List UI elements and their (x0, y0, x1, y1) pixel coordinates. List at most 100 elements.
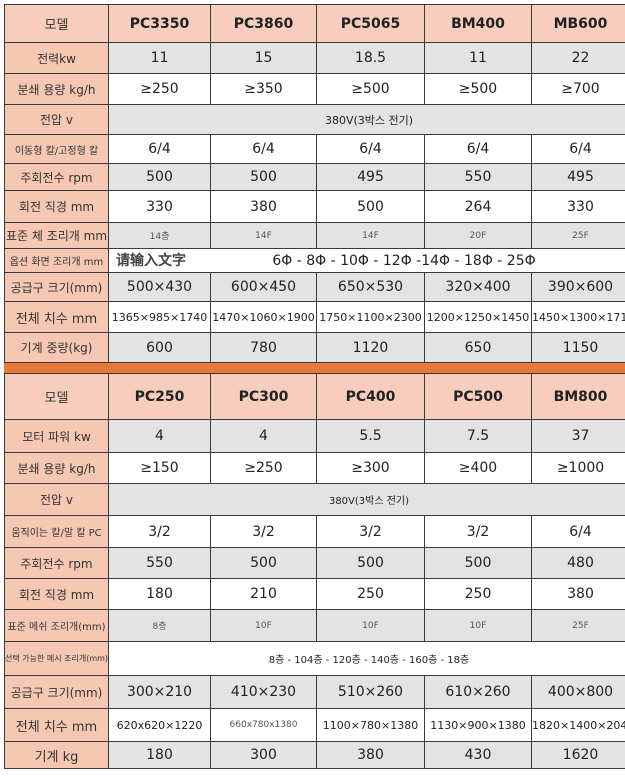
model-name: BM400 (424, 4, 532, 43)
value-cell: 14층 (108, 222, 211, 249)
table-row: 주회전수 rpm 500 500 495 550 495 (4, 163, 625, 191)
value-cell: 180 (108, 741, 211, 769)
value-cell: 22 (531, 42, 625, 74)
table-row: 회전 직경 mm 180 210 250 250 380 (4, 578, 625, 610)
table-row: 회전 직경 mm 330 380 500 264 330 (4, 190, 625, 223)
table-row: 공급구 크기(mm) 500×430 600×450 650×530 320×400 39… (4, 272, 625, 302)
value-cell: 620x620×1220 (108, 708, 211, 742)
value-cell: 4 (210, 419, 317, 453)
value-cell: ≥500 (424, 73, 532, 105)
model-name: PC300 (210, 373, 317, 420)
value-cell: 495 (316, 163, 425, 191)
value-cell: 4 (108, 419, 211, 453)
value-cell: 11 (424, 42, 532, 74)
value-cell: 250 (316, 578, 425, 610)
value-cell: 25F (531, 609, 625, 642)
value-cell: 6/4 (531, 134, 625, 164)
row-label: 전압 v (4, 483, 109, 516)
value-cell: ≥250 (108, 73, 211, 105)
model-name: PC500 (424, 373, 532, 420)
value-cell: 20F (424, 222, 532, 249)
value-cell: 3/2 (316, 515, 425, 548)
header-label: 모델 (4, 4, 109, 43)
value-cell: 14F (210, 222, 317, 249)
row-label: 전체 치수 mm (4, 301, 109, 333)
value-cell: 380 (531, 578, 625, 610)
value-cell: 660x780x1380 (210, 708, 317, 742)
value-cell: 390×600 (531, 272, 625, 302)
model-name: BM800 (531, 373, 625, 420)
value-cell: 8층 (108, 609, 211, 642)
value-cell: 495 (531, 163, 625, 191)
value-cell: 264 (424, 190, 532, 223)
value-cell: 430 (424, 741, 532, 769)
table-row: 기계 kg 180 300 380 430 1620 (4, 741, 625, 769)
value-cell: 380 (316, 741, 425, 769)
merged-cell: 6Φ - 8Φ - 10Φ - 12Φ -14Φ - 18Φ - 25Φ (108, 248, 625, 273)
table-row: 전압 v 380V(3박스 전기) (4, 104, 625, 135)
header-row: 모델 PC3350 PC3860 PC5065 BM400 MB600 (4, 4, 625, 43)
value-cell: ≥500 (316, 73, 425, 105)
value-cell: 500 (316, 190, 425, 223)
value-cell: 10F (424, 609, 532, 642)
value-cell: ≥150 (108, 452, 211, 484)
value-cell: 500 (424, 547, 532, 579)
row-label: 주회전수 rpm (4, 163, 109, 191)
value-cell: 500 (316, 547, 425, 579)
table-row: 모터 파워 kw 4 4 5.5 7.5 37 (4, 419, 625, 453)
table-row: 표준 체 조리개 mm 14층 14F 14F 20F 25F (4, 222, 625, 249)
row-label: 분쇄 용량 kg/h (4, 73, 109, 105)
value-cell: 300 (210, 741, 317, 769)
value-cell: 25F (531, 222, 625, 249)
model-name: PC400 (316, 373, 425, 420)
value-cell: 11 (108, 42, 211, 74)
model-name: PC250 (108, 373, 211, 420)
value-cell: 3/2 (210, 515, 317, 548)
spec-sheet: 모델 PC3350 PC3860 PC5065 BM400 MB600 전력kw 11 15 18… (4, 4, 625, 769)
merged-cell: 380V(3박스 전기) (108, 483, 625, 516)
row-label: 표준 메쉬 조리개(mm) (4, 609, 109, 642)
value-cell: ≥300 (316, 452, 425, 484)
value-cell: 1365×985×1740 (108, 301, 211, 333)
value-cell: 480 (531, 547, 625, 579)
header-row: 모델 PC250 PC300 PC400 PC500 BM800 (4, 373, 625, 420)
value-cell: 1820×1400×2040 (531, 708, 625, 742)
value-cell: 400×800 (531, 675, 625, 709)
table-row: 전체 치수 mm 620x620×1220 660x780x1380 1100×780… (4, 708, 625, 742)
value-cell: 1470×1060×1900 (210, 301, 317, 333)
value-cell: 600×450 (210, 272, 317, 302)
value-cell: 500 (210, 163, 317, 191)
value-cell: ≥700 (531, 73, 625, 105)
value-cell: 650×530 (316, 272, 425, 302)
value-cell: 6/4 (531, 515, 625, 548)
value-cell: 510×260 (316, 675, 425, 709)
value-cell: 300×210 (108, 675, 211, 709)
model-name: MB600 (531, 4, 625, 43)
value-cell: ≥1000 (531, 452, 625, 484)
row-label: 회전 직경 mm (4, 190, 109, 223)
row-label: 주회전수 rpm (4, 547, 109, 579)
section-divider (4, 363, 625, 373)
value-cell: 1130×900×1380 (424, 708, 532, 742)
row-label: 모터 파워 kw (4, 419, 109, 453)
table-row: 주회전수 rpm 550 500 500 500 480 (4, 547, 625, 579)
value-cell: 37 (531, 419, 625, 453)
row-label: 선택 가능한 메시 조리개(mm) (4, 641, 109, 676)
value-cell: ≥350 (210, 73, 317, 105)
table-row: 공급구 크기(mm) 300×210 410×230 510×260 610×260 40… (4, 675, 625, 709)
header-label: 모델 (4, 373, 109, 420)
row-label: 옵션 화면 조리개 mm (4, 248, 109, 273)
table-row: 이동형 칼/고정형 칼 6/4 6/4 6/4 6/4 6/4 (4, 134, 625, 164)
table-row: 분쇄 용량 kg/h ≥150 ≥250 ≥300 ≥400 ≥1000 (4, 452, 625, 484)
value-cell: 180 (108, 578, 211, 610)
value-cell: 1150 (531, 332, 625, 363)
value-cell: 3/2 (108, 515, 211, 548)
value-cell: 3/2 (424, 515, 532, 548)
value-cell: 320×400 (424, 272, 532, 302)
value-cell: 330 (531, 190, 625, 223)
value-cell: 10F (316, 609, 425, 642)
watermark-text: 请输入文字 (116, 253, 186, 269)
row-label: 기계 kg (4, 741, 109, 769)
model-name: PC3350 (108, 4, 211, 43)
value-cell: 14F (316, 222, 425, 249)
